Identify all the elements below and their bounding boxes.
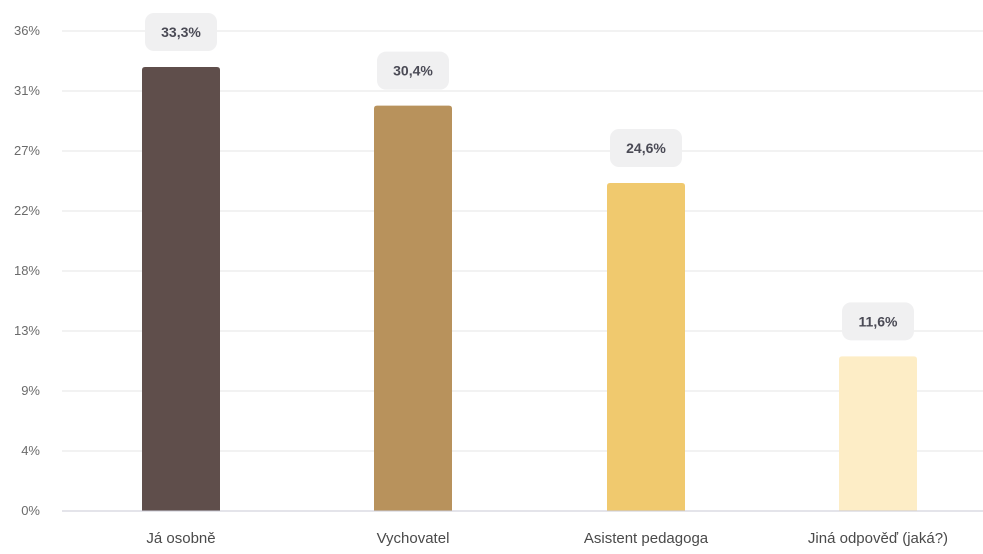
y-tick-label: 31% bbox=[14, 83, 40, 98]
category-label: Já osobně bbox=[146, 530, 215, 547]
y-tick-label: 0% bbox=[21, 503, 40, 518]
category-label: Jiná odpověď (jaká?) bbox=[808, 530, 948, 547]
bar bbox=[142, 67, 220, 511]
bars bbox=[142, 67, 917, 512]
y-axis-tick-labels: 0% 4% 9% 13% 18% 22% 27% 31% 36% bbox=[14, 23, 40, 518]
data-label: 24,6% bbox=[626, 140, 666, 156]
x-axis-category-labels: Já osobně Vychovatel Asistent pedagoga Jiná… bbox=[146, 530, 948, 547]
data-label: 33,3% bbox=[161, 24, 201, 40]
bar bbox=[607, 183, 685, 511]
y-tick-label: 27% bbox=[14, 143, 40, 158]
value-badge bbox=[842, 302, 914, 341]
y-tick-label: 18% bbox=[14, 263, 40, 278]
value-badges: 33,3% 30,4% 24,6% 11,6% bbox=[145, 13, 914, 341]
bar bbox=[839, 356, 917, 511]
value-badge bbox=[610, 129, 682, 167]
y-tick-label: 22% bbox=[14, 203, 40, 218]
y-tick-label: 4% bbox=[21, 443, 40, 458]
y-tick-label: 36% bbox=[14, 23, 40, 38]
value-badge bbox=[145, 13, 217, 51]
value-badge bbox=[377, 51, 449, 90]
y-tick-label: 9% bbox=[21, 383, 40, 398]
y-tick-label: 13% bbox=[14, 323, 40, 338]
category-label: Asistent pedagoga bbox=[584, 530, 709, 547]
category-label: Vychovatel bbox=[377, 530, 450, 547]
data-label: 11,6% bbox=[859, 313, 898, 329]
bar bbox=[374, 105, 452, 512]
data-label: 30,4% bbox=[393, 63, 433, 79]
